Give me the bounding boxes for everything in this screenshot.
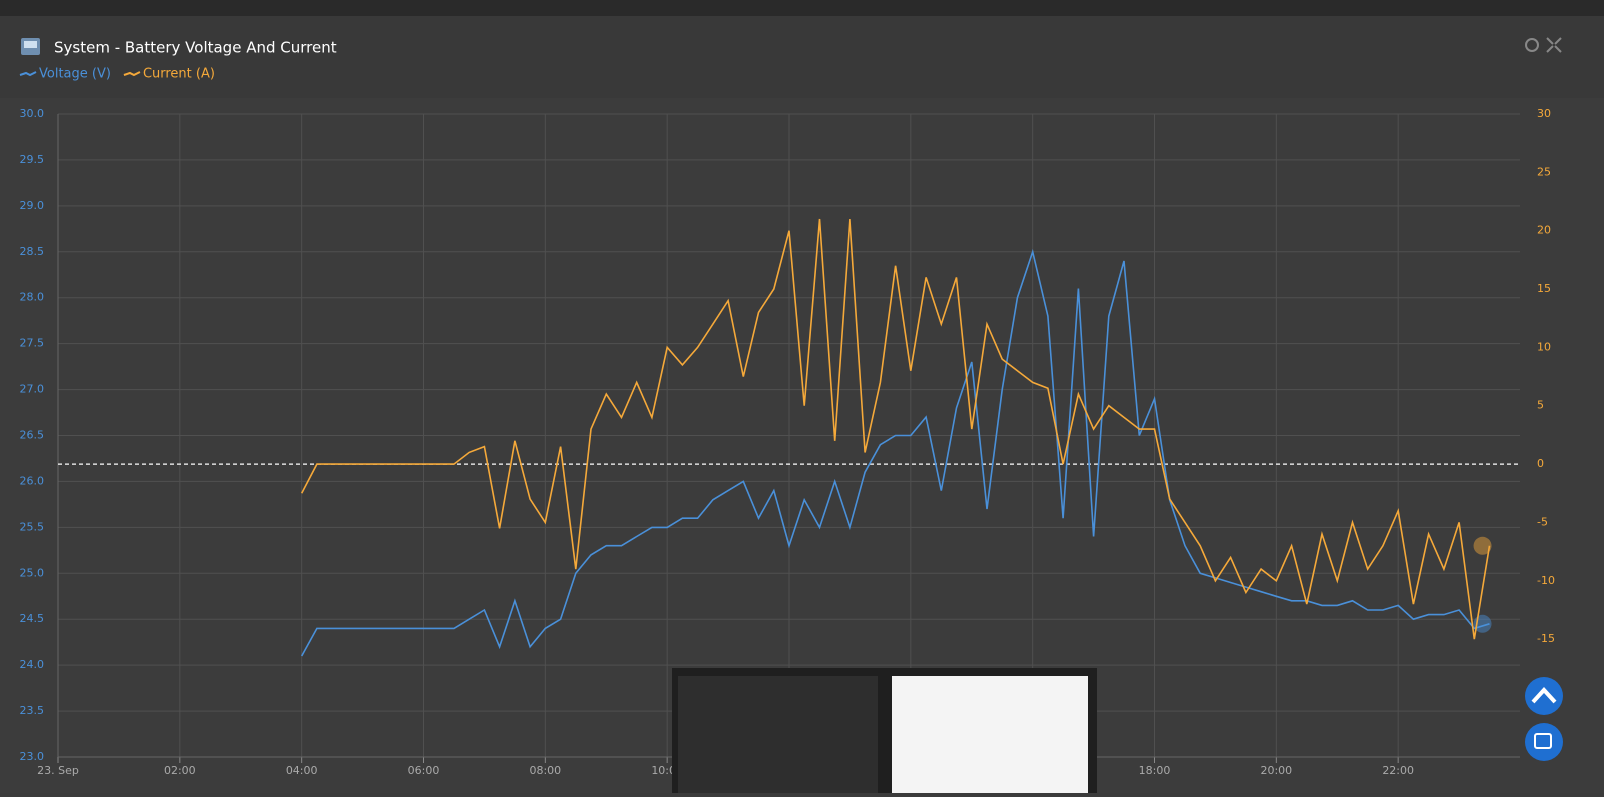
legend-icon <box>19 71 37 77</box>
y-tick-label: 24.5 <box>20 612 45 625</box>
window-preview <box>672 668 1097 793</box>
y2-tick-label: -5 <box>1537 515 1548 528</box>
y-tick-label: 28.0 <box>20 291 45 304</box>
settings-icon[interactable] <box>1525 38 1539 52</box>
chart-title: System - Battery Voltage And Current <box>54 39 337 57</box>
y-tick-label: 27.0 <box>20 383 45 396</box>
y2-tick-label: 5 <box>1537 399 1544 412</box>
x-tick-label: 18:00 <box>1139 764 1171 777</box>
scroll-top-button[interactable] <box>1525 677 1563 715</box>
y2-tick-label: -10 <box>1537 574 1555 587</box>
x-tick-label: 20:00 <box>1260 764 1292 777</box>
top-bar <box>0 0 1604 16</box>
hover-marker <box>1473 536 1492 555</box>
series-lines <box>300 218 1492 657</box>
y-tick-label: 29.0 <box>20 199 45 212</box>
y2-tick-label: 15 <box>1537 282 1551 295</box>
chat-button[interactable] <box>1525 723 1563 761</box>
series-line <box>300 218 1491 640</box>
y2-tick-label: 20 <box>1537 224 1551 237</box>
y-tick-label: 25.0 <box>20 566 45 579</box>
x-tick-label: 02:00 <box>164 764 196 777</box>
y-tick-label: 23.0 <box>20 750 45 763</box>
y-tick-label: 29.5 <box>20 153 45 166</box>
x-tick-label: 04:00 <box>286 764 318 777</box>
legend-label[interactable]: Current (A) <box>143 67 215 82</box>
y-tick-label: 30.0 <box>20 107 45 120</box>
y2-tick-label: 10 <box>1537 340 1551 353</box>
y2-tick-label: -15 <box>1537 632 1555 645</box>
y2-tick-label: 30 <box>1537 107 1551 120</box>
series-line <box>300 248 1490 657</box>
legend-label[interactable]: Voltage (V) <box>39 67 111 82</box>
y-tick-label: 26.5 <box>20 429 45 442</box>
x-tick-label: 23. Sep <box>37 764 79 777</box>
y-tick-label: 27.5 <box>20 337 45 350</box>
y-tick-label: 23.5 <box>20 704 45 717</box>
widget-icon <box>21 38 40 55</box>
legend-icon <box>123 71 141 77</box>
y-tick-label: 24.0 <box>20 658 45 671</box>
y2-tick-label: 0 <box>1537 457 1544 470</box>
y-tick-label: 25.5 <box>20 520 45 533</box>
legend: Voltage (V) Current (A) <box>19 67 215 82</box>
x-tick-label: 22:00 <box>1382 764 1414 777</box>
y-tick-label: 28.5 <box>20 245 45 258</box>
x-tick-label: 08:00 <box>529 764 561 777</box>
y-tick-label: 26.0 <box>20 474 45 487</box>
widget-header <box>0 16 1604 98</box>
y2-tick-label: 25 <box>1537 165 1551 178</box>
x-tick-label: 06:00 <box>408 764 440 777</box>
collapse-icon[interactable] <box>1546 37 1562 53</box>
grid: 23.0 23.5 24.0 24.5 25.0 25.5 26.0 26.5 27.0 27.5… <box>20 107 1555 777</box>
